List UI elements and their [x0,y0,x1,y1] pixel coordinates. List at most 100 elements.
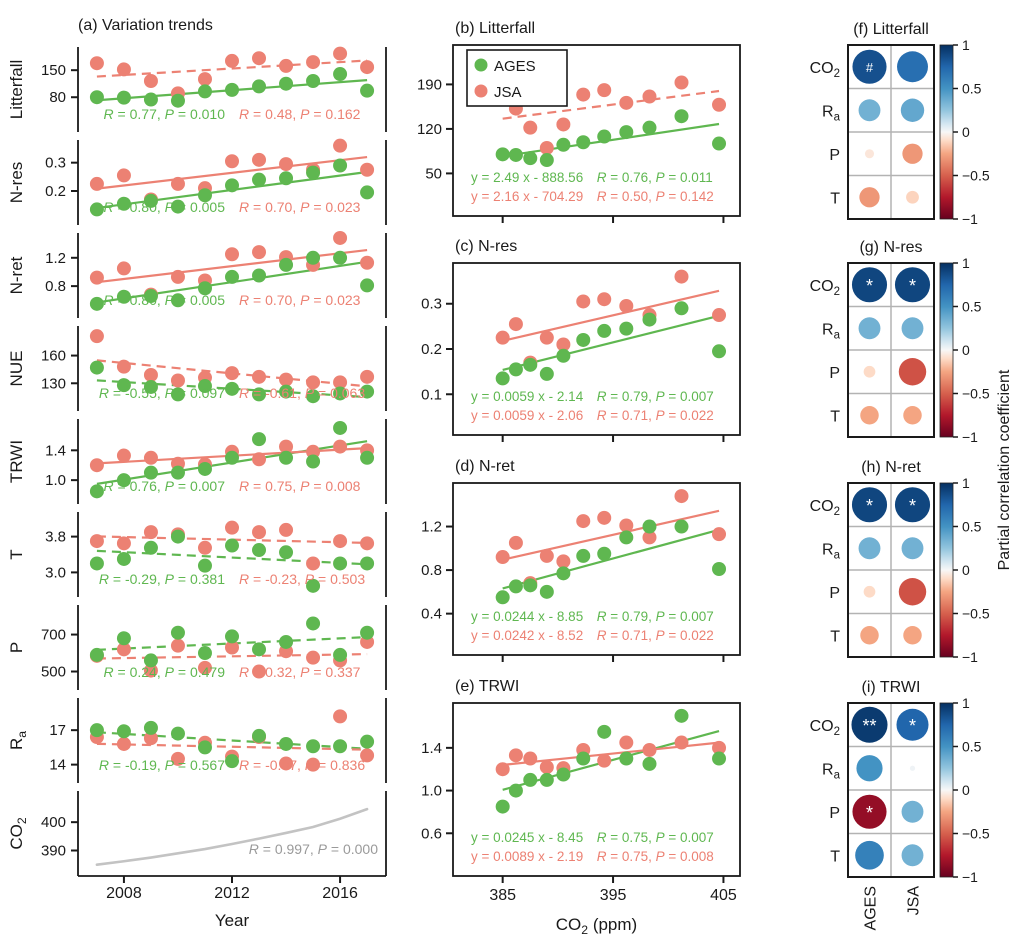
y-axis-label: T [7,549,26,559]
y-tick-label: 0.2 [421,341,442,358]
data-point [170,269,185,284]
trend-line [96,248,368,284]
data-point [642,756,657,771]
subplot-t: 3.8 3.0 T R = -0.29, P = 0.381 R = -0.23, P… [7,512,387,597]
correlation-bubble [856,755,883,782]
data-point [279,157,294,172]
data-point [333,138,348,153]
data-point [225,640,239,655]
subplot-n-ret: 1.2 0.8 N-ret R = 0.80, P = 0.005 R = 0.70,… [7,230,387,318]
y-tick-label: 1.2 [421,519,442,536]
correlation-bubble [909,765,916,771]
data-point [539,584,554,599]
data-point [143,379,158,394]
row-label: P [829,805,840,822]
plot-border [452,482,741,656]
correlation-bubble [906,190,919,204]
data-point [539,140,554,155]
data-point [225,754,239,769]
data-point [279,439,294,454]
trend-line [96,549,368,566]
data-point [712,751,727,766]
data-point [306,650,321,665]
data-point [116,724,131,739]
correlation-bubble [858,537,881,560]
row-label: Ra [822,761,841,781]
colorbar-tick-label: −0.5 [962,826,990,842]
data-point [89,296,104,311]
data-point [539,548,554,563]
data-point [597,724,612,739]
row-label: P [829,585,840,602]
data-point [523,357,538,372]
data-point [712,136,727,151]
correlation-bubble [859,187,880,208]
y-tick-label: 0.4 [421,606,442,623]
data-point [252,432,267,447]
data-point [360,255,375,270]
data-point [279,76,294,91]
colorbar-tick-label: 1 [962,695,970,711]
data-point [89,202,104,217]
data-point [333,158,348,173]
data-point [556,554,571,569]
data-point [619,518,634,533]
data-point [279,58,294,73]
legend: AGES JSA [466,49,568,107]
colorbar: 1 0.5 0 −0.5 −1 [939,695,990,885]
data-point [306,454,321,469]
y-axis-label: Ra [7,731,29,750]
row-label: T [830,628,840,645]
data-point [197,461,212,476]
colorbar-gradient [939,702,954,878]
colorbar-tick-label: 1 [962,37,970,53]
y-tick-label: 1.4 [45,442,66,459]
data-point [360,162,375,177]
data-point [197,84,212,99]
data-point [576,751,591,766]
data-point [225,629,239,644]
data-point [360,60,375,75]
matrix-border [847,702,935,878]
data-point [170,176,185,191]
stats-text: R = -0.55, P = 0.097 R = -0.61, P = 0.06… [99,385,365,401]
data-point [116,736,131,751]
data-point [252,525,267,540]
data-point [252,452,267,467]
y-tick-label: 150 [41,62,66,79]
data-point [197,188,212,203]
data-point [143,731,158,746]
data-point [333,709,348,724]
colorbar-gradient [939,262,954,438]
data-point [225,247,239,262]
data-point [306,757,321,772]
data-point [539,153,554,168]
y-tick-label: 130 [41,375,66,392]
column-label: AGES [863,886,880,930]
data-point [674,489,689,504]
equation-stats-text: y = 2.49 x - 888.56 R = 0.76, P = 0.011 [471,170,713,185]
data-point [306,74,321,88]
colorbar-gradient [939,44,954,220]
colorbar-tick-label: 0.5 [962,81,982,97]
bubble-panel-f: (f) Litterfall CO2 # Ra P T 1 0.5 0 −0.5 −1 [810,21,990,227]
data-point [116,551,131,566]
row-label: CO2 [810,278,840,298]
data-point [712,562,727,576]
row-label: T [830,848,840,865]
y-axis-label: P [7,642,26,653]
data-point [333,739,348,754]
colorbar-tick-label: 0 [962,124,970,140]
data-point [642,312,657,327]
data-point [495,799,510,814]
data-point [508,783,523,798]
data-point [306,375,321,390]
data-point [225,53,239,68]
data-point [225,538,239,553]
data-point [508,579,523,594]
data-point [279,450,294,465]
data-point [89,56,104,71]
data-point [508,748,523,763]
data-point [89,723,104,738]
